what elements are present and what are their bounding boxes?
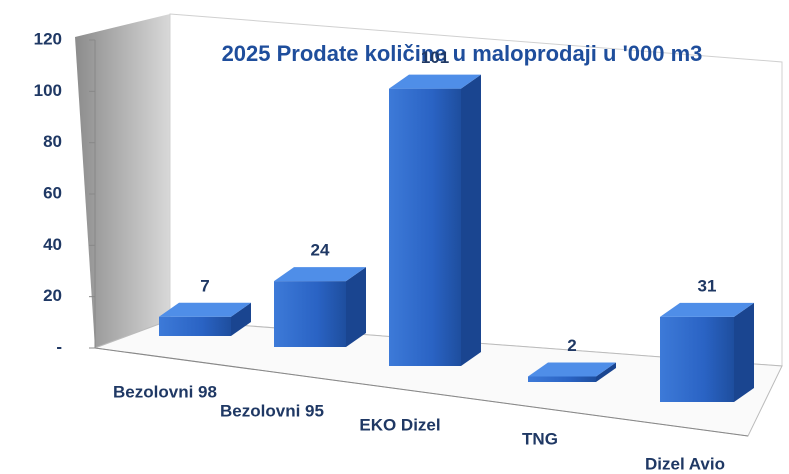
data-label: 2 <box>567 336 576 355</box>
y-tick-label: 120 <box>34 29 62 48</box>
bar <box>274 267 366 347</box>
data-label: 7 <box>200 276 209 295</box>
x-axis <box>94 347 749 437</box>
chart-title: 2025 Prodate količine u maloprodaji u '0… <box>222 41 703 66</box>
bar <box>389 74 481 366</box>
data-label: 24 <box>311 241 330 260</box>
y-tick-label: 60 <box>43 183 62 202</box>
bar <box>660 302 754 402</box>
bar-front <box>528 376 596 382</box>
x-tick-label: TNG <box>522 429 558 448</box>
x-tick-label: Dizel Avio <box>645 454 725 473</box>
x-tick-label: EKO Dizel <box>359 415 440 434</box>
side-wall <box>75 14 170 348</box>
bar-top <box>274 267 366 282</box>
bar-front <box>389 88 461 366</box>
bar-side <box>461 74 481 366</box>
bar-top <box>528 362 616 377</box>
bar-front <box>660 316 734 402</box>
y-tick-label: 100 <box>34 81 62 100</box>
bar-top <box>389 74 481 89</box>
bar-side <box>596 362 616 382</box>
x-tick-label: Bezolovni 95 <box>220 401 324 420</box>
x-tick-label: Bezolovni 98 <box>113 382 217 401</box>
bar-top <box>660 302 754 317</box>
bar <box>159 302 251 336</box>
bar-front <box>274 281 346 347</box>
y-tick-label: - <box>56 337 62 356</box>
bar-side <box>231 302 251 336</box>
bar <box>528 362 616 382</box>
y-tick-label: 40 <box>43 235 62 254</box>
y-tick-label: 20 <box>43 286 62 305</box>
bar-top <box>159 302 251 317</box>
data-label: 101 <box>421 48 449 67</box>
bar-side <box>346 267 366 347</box>
y-tick-label: 80 <box>43 132 62 151</box>
data-label: 31 <box>698 276 717 295</box>
bar-side <box>734 302 754 402</box>
bar-front <box>159 316 231 336</box>
